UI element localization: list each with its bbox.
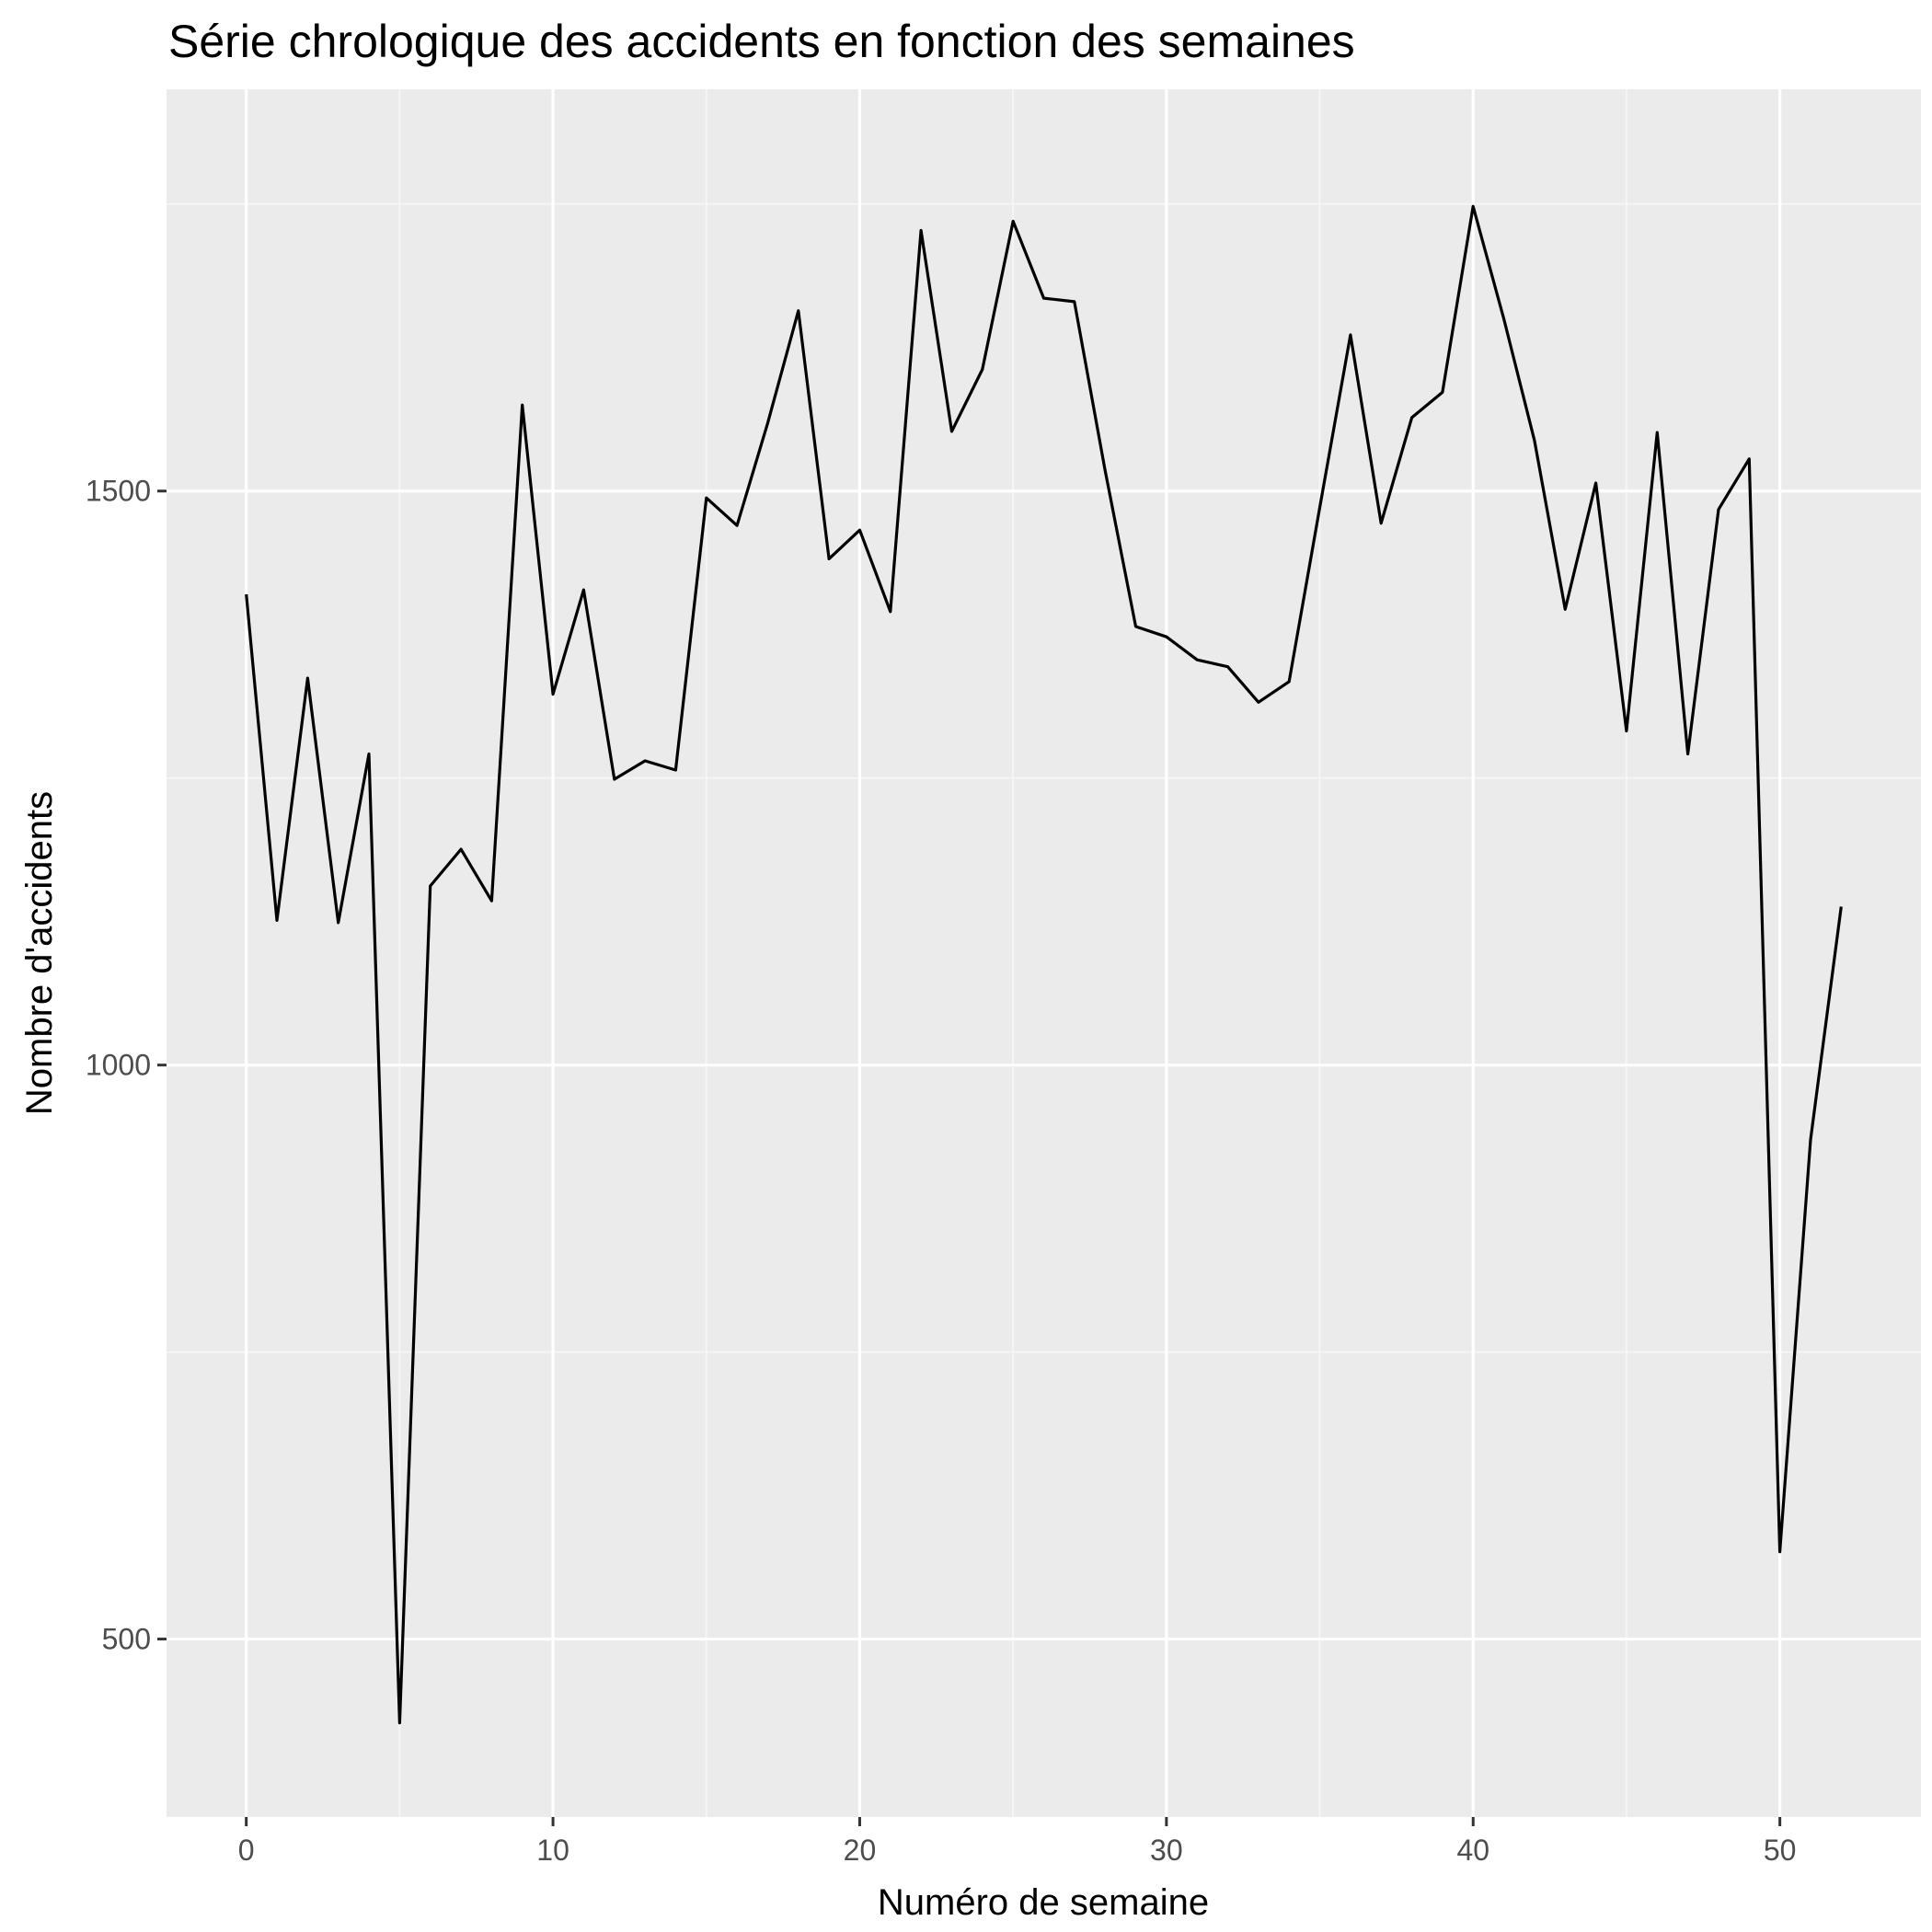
x-axis-title: Numéro de semaine: [878, 1882, 1209, 1923]
x-tick-label: 0: [238, 1834, 255, 1867]
y-tick-label: 1000: [86, 1049, 151, 1082]
y-tick-label: 1500: [86, 475, 151, 508]
minor-gridlines: [167, 89, 1921, 1817]
x-tick-label: 10: [536, 1834, 569, 1867]
y-axis-title: Nombre d'accidents: [19, 791, 60, 1115]
x-tick-label: 20: [844, 1834, 877, 1867]
x-tick-label: 50: [1764, 1834, 1797, 1867]
series-line: [245, 204, 1843, 1725]
y-tick-labels: 500 1000 1500: [86, 475, 151, 1656]
y-tick-label: 500: [102, 1623, 151, 1656]
plot-panel: [167, 89, 1921, 1817]
axis-ticks: [157, 489, 1782, 1826]
chart-title: Série chrologique des accidents en fonct…: [168, 16, 1355, 67]
x-tick-label: 30: [1150, 1834, 1183, 1867]
x-tick-labels: 0 10 20 30 40 50: [238, 1834, 1797, 1867]
x-tick-label: 40: [1456, 1834, 1489, 1867]
